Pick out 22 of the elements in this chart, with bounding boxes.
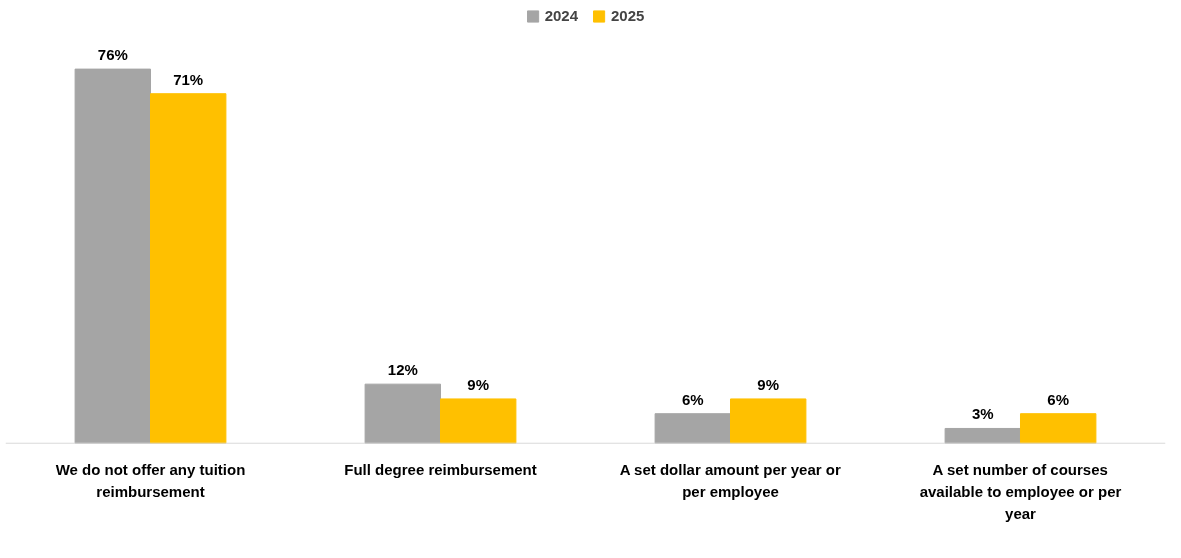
x-tick-label: A set dollar amount per year or per employee bbox=[619, 461, 841, 501]
x-tick-label: Full degree reimbursement bbox=[344, 461, 537, 479]
data-label: 6% bbox=[1047, 390, 1070, 408]
data-label: 6% bbox=[681, 390, 704, 408]
legend-label: 2024 bbox=[544, 7, 578, 24]
data-label: 9% bbox=[467, 375, 490, 393]
data-label: 3% bbox=[971, 405, 994, 423]
bar bbox=[364, 383, 441, 444]
x-tick-label: A set number of courses available to employee or per year bbox=[919, 461, 1122, 523]
bar bbox=[74, 68, 151, 444]
bar bbox=[944, 427, 1021, 444]
data-label: 76% bbox=[97, 46, 128, 64]
bar bbox=[150, 93, 227, 444]
bar bbox=[730, 398, 807, 444]
bar bbox=[1020, 413, 1097, 444]
data-label: 9% bbox=[757, 375, 780, 393]
legend-label: 2025 bbox=[611, 7, 645, 24]
data-label: 71% bbox=[173, 70, 204, 88]
bar bbox=[654, 413, 731, 444]
bar bbox=[440, 398, 517, 444]
data-label: 12% bbox=[387, 361, 418, 379]
x-tick-label: We do not offer any tuition reimbursement bbox=[55, 461, 246, 501]
